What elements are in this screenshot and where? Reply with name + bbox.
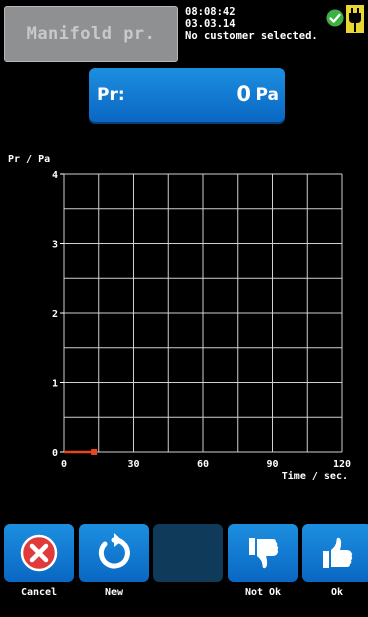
pressure-chart: 0 1 2 3 4 0 30 60 90 120 Pr / Pa Time / sec. [8, 154, 351, 482]
x-tick-label: 30 [127, 459, 139, 470]
plug-icon [346, 5, 364, 33]
series-point [91, 449, 98, 455]
y-tick-label: 3 [52, 240, 58, 251]
y-tick-label: 2 [52, 309, 58, 320]
y-tick-label: 0 [52, 448, 58, 459]
clock-time: 08:08:42 [185, 6, 236, 18]
status-info: 08:08:42 03.03.14 No customer selected. [185, 6, 318, 42]
pressure-readout: Pr: 0 Pa [89, 68, 285, 122]
cancel-button[interactable] [4, 524, 74, 582]
thumbs-down-icon [249, 538, 279, 569]
x-tick-label: 60 [197, 459, 209, 470]
thumbs-up-icon [323, 537, 353, 568]
pressure-label: Pr: [97, 85, 125, 105]
ok-label: Ok [330, 587, 344, 598]
mode-button[interactable]: Manifold pr. [4, 6, 178, 62]
current-date: 03.03.14 [185, 18, 236, 30]
x-tick-label: 120 [333, 459, 351, 470]
mode-label: Manifold pr. [26, 24, 156, 44]
not-ok-button[interactable] [228, 524, 298, 582]
empty-button-slot [153, 524, 223, 582]
check-circle-icon [326, 9, 344, 27]
x-tick-label: 90 [266, 459, 278, 470]
customer-status: No customer selected. [185, 30, 318, 42]
y-tick-label: 1 [52, 379, 58, 390]
pressure-value: 0 [236, 82, 251, 106]
refresh-icon [98, 533, 130, 569]
pressure-unit: Pa [255, 85, 279, 105]
y-axis-label: Pr / Pa [8, 154, 50, 165]
new-label: New [104, 587, 124, 598]
x-axis-label: Time / sec. [282, 470, 348, 482]
cancel-x-icon [20, 534, 58, 572]
cancel-label: Cancel [20, 587, 58, 598]
new-button[interactable] [79, 524, 149, 582]
x-tick-label: 0 [61, 459, 67, 470]
not-ok-label: Not Ok [244, 587, 282, 598]
ok-button[interactable] [302, 524, 368, 582]
y-tick-label: 4 [52, 170, 58, 181]
